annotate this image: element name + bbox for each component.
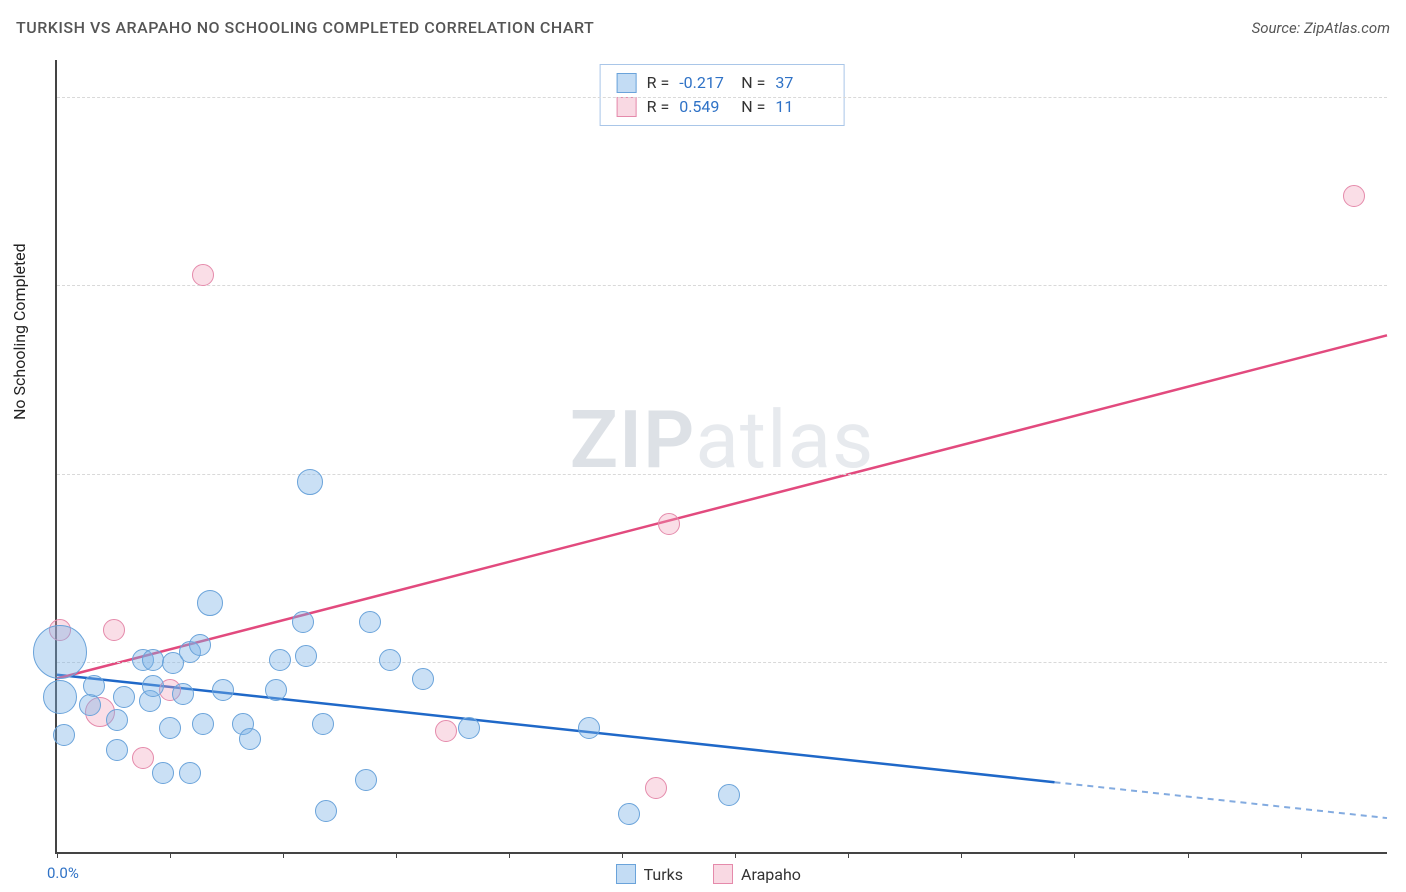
legend-item-turks: Turks bbox=[616, 864, 683, 884]
turk-point bbox=[189, 634, 211, 656]
turk-point bbox=[33, 625, 87, 679]
x-tick bbox=[283, 852, 284, 858]
x-tick bbox=[170, 852, 171, 858]
turk-point bbox=[142, 649, 164, 671]
x-tick bbox=[622, 852, 623, 858]
legend-item-arapaho: Arapaho bbox=[713, 864, 801, 884]
turk-point bbox=[239, 728, 261, 750]
x-tick bbox=[961, 852, 962, 858]
swatch-icon bbox=[616, 864, 636, 884]
turk-point bbox=[618, 803, 640, 825]
turk-point bbox=[312, 713, 334, 735]
arapaho-point bbox=[645, 777, 667, 799]
turk-point bbox=[355, 769, 377, 791]
turk-point bbox=[172, 683, 194, 705]
y-axis-label: No Schooling Completed bbox=[10, 243, 29, 420]
gridline bbox=[57, 285, 1387, 286]
x-tick bbox=[1301, 852, 1302, 858]
arapaho-point bbox=[435, 720, 457, 742]
arapaho-point bbox=[192, 264, 214, 286]
turk-point bbox=[265, 679, 287, 701]
turk-point bbox=[458, 717, 480, 739]
arapaho-point bbox=[132, 747, 154, 769]
y-tick-label: 5.0% bbox=[1392, 448, 1406, 466]
turk-point bbox=[179, 762, 201, 784]
y-tick-label: 10.0% bbox=[1392, 71, 1406, 89]
turk-point bbox=[79, 694, 101, 716]
turk-point bbox=[359, 611, 381, 633]
chart-title: TURKISH VS ARAPAHO NO SCHOOLING COMPLETE… bbox=[16, 18, 594, 37]
arapaho-point bbox=[658, 513, 680, 535]
x-tick bbox=[1188, 852, 1189, 858]
turk-point bbox=[718, 784, 740, 806]
x-tick bbox=[1074, 852, 1075, 858]
turk-point bbox=[113, 686, 135, 708]
turk-point bbox=[53, 724, 75, 746]
turk-point bbox=[192, 713, 214, 735]
swatch-icon bbox=[713, 864, 733, 884]
turk-point bbox=[295, 645, 317, 667]
turk-point bbox=[269, 649, 291, 671]
x-tick bbox=[57, 852, 58, 858]
turk-point bbox=[292, 611, 314, 633]
turk-point bbox=[379, 649, 401, 671]
arapaho-point bbox=[103, 619, 125, 641]
x-tick bbox=[396, 852, 397, 858]
turk-point bbox=[315, 800, 337, 822]
x-axis-min-label: 0.0% bbox=[47, 864, 79, 882]
x-tick bbox=[509, 852, 510, 858]
turk-point bbox=[43, 680, 77, 714]
series-legend: Turks Arapaho bbox=[616, 864, 801, 884]
turk-point bbox=[197, 590, 223, 616]
turk-point bbox=[159, 717, 181, 739]
scatter-plot: ZIPatlas R = -0.217 N = 37 R = 0.549 N =… bbox=[55, 60, 1387, 854]
y-tick-label: 2.5% bbox=[1392, 636, 1406, 654]
turk-point bbox=[106, 709, 128, 731]
turk-point bbox=[212, 679, 234, 701]
turk-point bbox=[412, 668, 434, 690]
turk-point bbox=[152, 762, 174, 784]
turk-point bbox=[142, 675, 164, 697]
gridline bbox=[57, 97, 1387, 98]
x-tick bbox=[735, 852, 736, 858]
chart-source: Source: ZipAtlas.com bbox=[1252, 19, 1390, 37]
chart-header: TURKISH VS ARAPAHO NO SCHOOLING COMPLETE… bbox=[16, 18, 1390, 37]
turk-point bbox=[83, 675, 105, 697]
turk-point bbox=[106, 739, 128, 761]
gridline bbox=[57, 474, 1387, 475]
arapaho-point bbox=[1343, 185, 1365, 207]
gridline bbox=[57, 662, 1387, 663]
y-tick-label: 7.5% bbox=[1392, 259, 1406, 277]
turk-point bbox=[578, 717, 600, 739]
x-tick bbox=[848, 852, 849, 858]
turk-point bbox=[297, 469, 323, 495]
